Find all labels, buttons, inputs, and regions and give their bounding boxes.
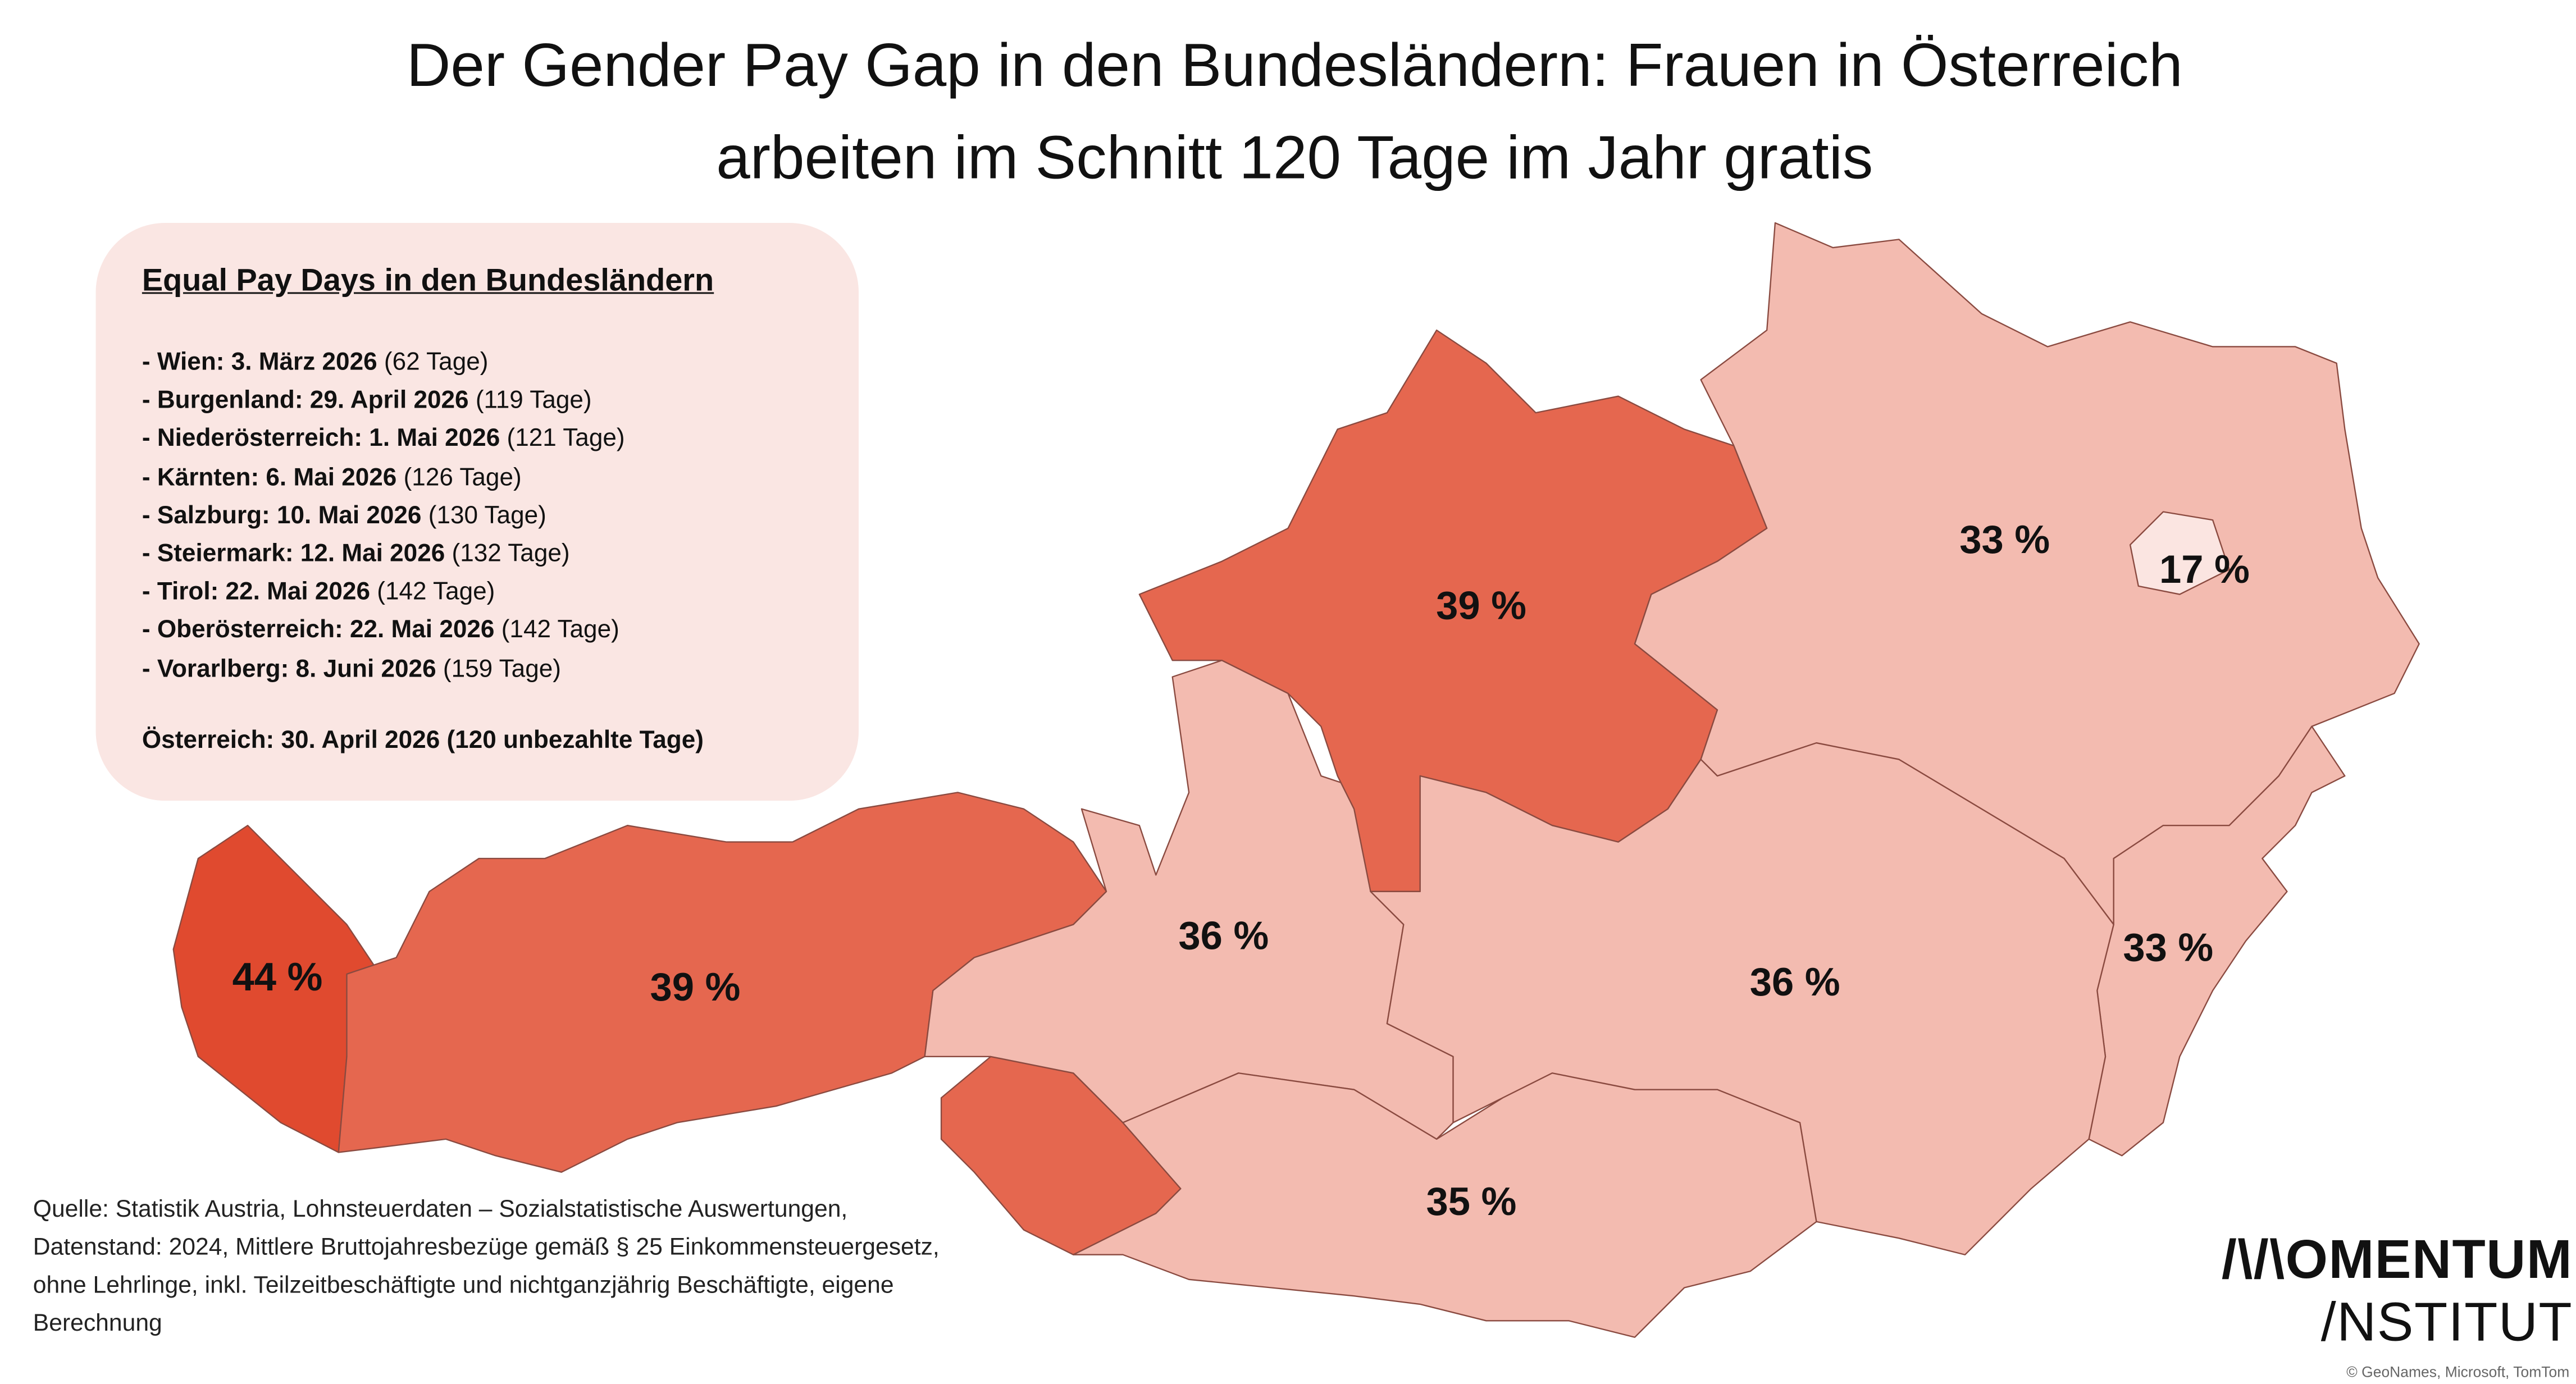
list-item: - Vorarlberg: 8. Juni 2026 (159 Tage): [142, 650, 625, 688]
label-salzburg: 36 %: [1178, 914, 1269, 960]
item-days: (121 Tage): [507, 424, 625, 453]
region-wien: [2129, 511, 2230, 595]
item-days: (62 Tage): [384, 348, 489, 377]
list-item: - Kärnten: 6. Mai 2026 (126 Tage): [142, 458, 625, 496]
item-days: (126 Tage): [403, 463, 522, 492]
logo-line-1: /\/\OMENTUM: [2221, 1228, 2573, 1290]
list-item: - Oberösterreich: 22. Mai 2026 (142 Tage…: [142, 611, 625, 650]
equal-pay-days-box: Equal Pay Days in den Bundesländern - Wi…: [95, 222, 859, 801]
item-days: (130 Tage): [428, 501, 546, 530]
title-line-2: arbeiten im Schnitt 120 Tage im Jahr gra…: [716, 124, 1873, 192]
list-item: - Wien: 3. März 2026 (62 Tage): [142, 344, 625, 382]
item-date: - Niederösterreich: 1. Mai 2026: [142, 424, 500, 453]
item-days: (132 Tage): [452, 540, 570, 568]
label-oberoesterreich: 39 %: [1436, 584, 1526, 629]
region-burgenland: [2088, 725, 2346, 1157]
region-kaernten: [1073, 1072, 1817, 1338]
list-item: - Burgenland: 29. April 2026 (119 Tage): [142, 382, 625, 420]
label-kaernten: 35 %: [1426, 1180, 1517, 1225]
label-tirol: 39 %: [650, 966, 741, 1011]
list-item: - Salzburg: 10. Mai 2026 (130 Tage): [142, 497, 625, 535]
label-vorarlberg: 44 %: [232, 956, 323, 1001]
label-burgenland: 33 %: [2123, 926, 2214, 971]
item-days: (142 Tage): [501, 616, 619, 645]
label-steiermark: 36 %: [1749, 961, 1840, 1006]
item-days: (119 Tage): [475, 386, 592, 415]
equal-pay-days-list: - Wien: 3. März 2026 (62 Tage) - Burgenl…: [142, 344, 625, 688]
item-date: - Vorarlberg: 8. Juni 2026: [142, 655, 436, 683]
title-line-1: Der Gender Pay Gap in den Bundesländern:…: [406, 31, 2183, 99]
austria-total: Österreich: 30. April 2026 (120 unbezahl…: [142, 726, 704, 755]
box-heading: Equal Pay Days in den Bundesländern: [142, 264, 714, 299]
list-item: - Niederösterreich: 1. Mai 2026 (121 Tag…: [142, 420, 625, 458]
item-date: - Wien: 3. März 2026: [142, 348, 377, 377]
map-credit: © GeoNames, Microsoft, TomTom: [2346, 1363, 2570, 1381]
label-wien: 17 %: [2159, 548, 2250, 593]
source-note: Quelle: Statistik Austria, Lohnsteuerdat…: [33, 1196, 940, 1337]
item-date: - Salzburg: 10. Mai 2026: [142, 501, 422, 530]
item-date: - Kärnten: 6. Mai 2026: [142, 463, 397, 492]
item-date: - Oberösterreich: 22. Mai 2026: [142, 616, 495, 645]
item-date: - Burgenland: 29. April 2026: [142, 386, 469, 415]
label-niederoesterreich: 33 %: [1959, 518, 2050, 563]
item-date: - Tirol: 22. Mai 2026: [142, 578, 371, 606]
list-item: - Steiermark: 12. Mai 2026 (132 Tage): [142, 535, 625, 573]
page-title: Der Gender Pay Gap in den Bundesländern:…: [0, 20, 2576, 204]
item-days: (142 Tage): [377, 578, 495, 606]
item-days: (159 Tage): [443, 655, 562, 683]
logo-line-2: /NSTITUT: [2320, 1291, 2573, 1353]
item-date: - Steiermark: 12. Mai 2026: [142, 540, 445, 568]
list-item: - Tirol: 22. Mai 2026 (142 Tage): [142, 573, 625, 611]
momentum-institut-logo: /\/\OMENTUM /NSTITUT: [2222, 1228, 2573, 1354]
